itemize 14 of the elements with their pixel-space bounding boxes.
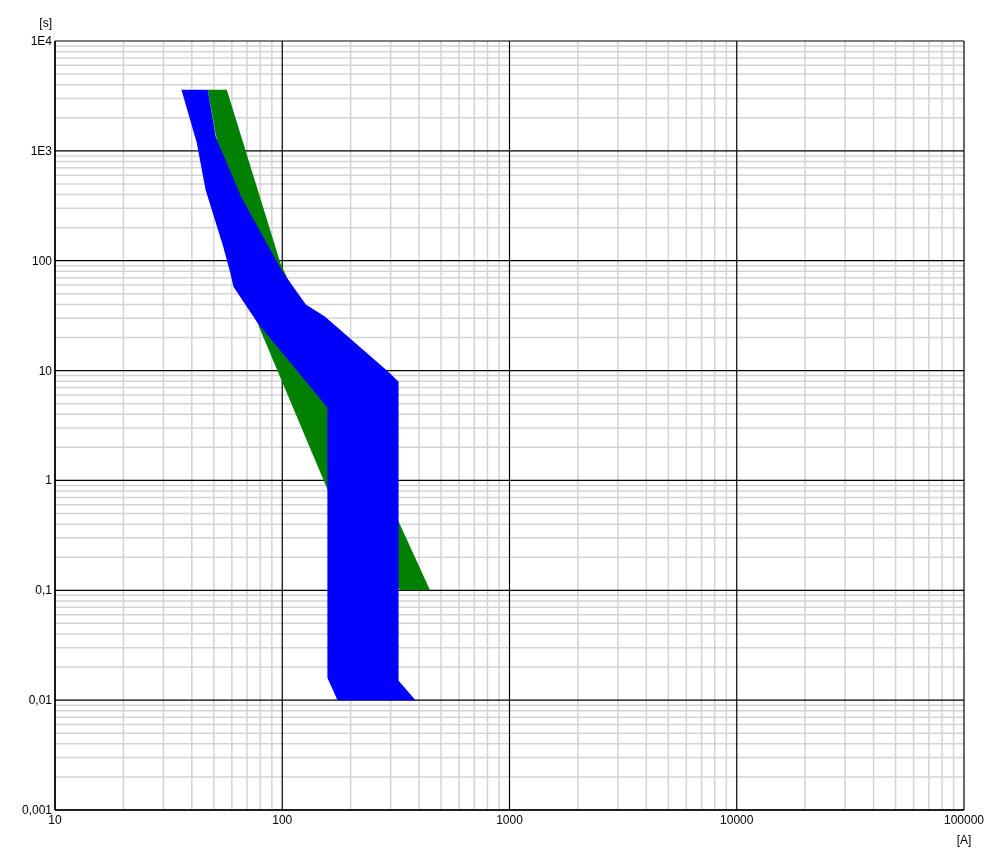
y-tick-label: 1 <box>45 473 53 488</box>
x-tick-label: 100000 <box>943 813 985 827</box>
x-axis-title: [A] <box>956 833 972 847</box>
y-tick-label: 1E3 <box>30 143 53 158</box>
x-tick-label: 1000 <box>496 813 524 827</box>
y-axis-title: [s] <box>39 16 52 30</box>
x-tick-label: 10 <box>48 813 62 827</box>
x-tick-label: 100 <box>272 813 293 827</box>
y-tick-label: 10 <box>38 363 53 378</box>
y-tick-label: 0,1 <box>35 583 53 598</box>
y-tick-label: 1E4 <box>30 34 53 48</box>
y-tick-label: 0,01 <box>28 693 53 708</box>
y-tick-label: 100 <box>31 253 53 268</box>
x-tick-label: 10000 <box>720 813 754 827</box>
